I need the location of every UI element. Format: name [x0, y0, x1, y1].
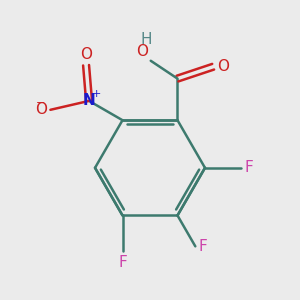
Text: F: F — [199, 239, 208, 254]
Text: H: H — [140, 32, 152, 47]
Text: O: O — [35, 102, 47, 117]
Text: O: O — [136, 44, 148, 59]
Text: F: F — [244, 160, 253, 175]
Text: −: − — [36, 98, 46, 108]
Text: N: N — [83, 93, 95, 108]
Text: O: O — [217, 59, 229, 74]
Text: O: O — [80, 47, 92, 62]
Text: +: + — [92, 89, 101, 99]
Text: F: F — [118, 255, 127, 270]
